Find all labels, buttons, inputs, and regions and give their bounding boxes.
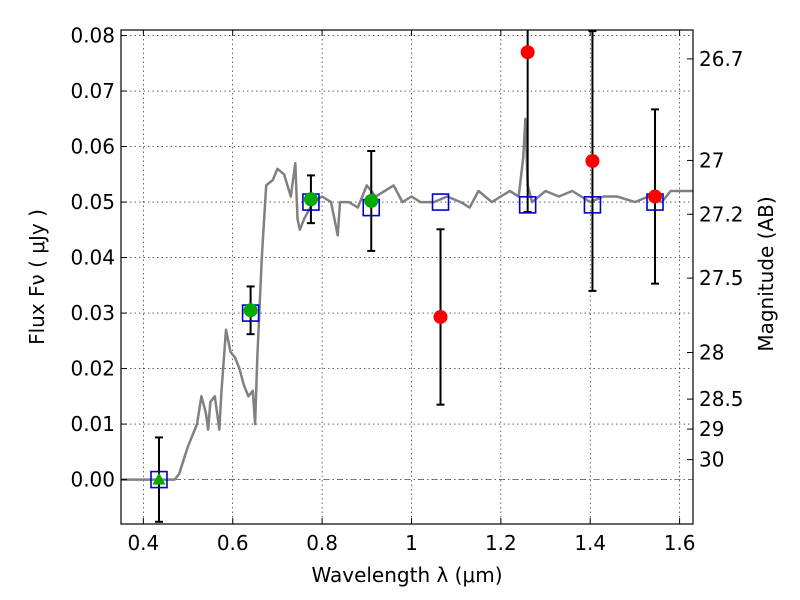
y-tick-label: 0.03 [70, 301, 115, 325]
detection-point [243, 303, 258, 318]
grid [121, 30, 693, 524]
x-tick-label: 1.2 [485, 531, 517, 555]
model-band-square [518, 196, 537, 214]
axis-labels: Wavelength λ (μm) Flux Fν ( μJy ) Magnit… [25, 196, 778, 587]
magnitude-tick-label: 26.7 [699, 47, 744, 71]
y-tick-label: 0.05 [70, 190, 115, 214]
y-tick-label: 0.08 [70, 24, 115, 48]
x-tick-label: 1 [405, 531, 418, 555]
magnitude-tick-label: 29 [699, 417, 724, 441]
y-tick-label: 0.00 [70, 468, 115, 492]
x-tick-label: 1.4 [574, 531, 606, 555]
magnitude-axis-label: Magnitude (AB) [754, 196, 778, 351]
data-markers [150, 30, 664, 523]
y-axis-label: Flux Fν ( μJy ) [25, 209, 49, 345]
detection-triangle [152, 472, 166, 485]
detection-point [648, 189, 663, 204]
y-tick-label: 0.02 [70, 357, 115, 381]
model-band-square [150, 470, 168, 489]
magnitude-tick-label: 28.5 [699, 387, 744, 411]
magnitude-tick-label: 27 [699, 148, 724, 172]
model-spectrum [121, 117, 693, 481]
plot-frame [120, 29, 694, 525]
model-band-square [583, 196, 602, 214]
y-tick-label: 0.07 [70, 79, 115, 103]
detection-point [364, 193, 379, 208]
model-band-square [431, 193, 450, 211]
detection-point [585, 153, 600, 168]
spectrum-line [121, 117, 693, 481]
axis-ticks: 0.4 0.6 0.8 1 1.2 1.4 1.6 0.00 0.01 0.02 0.03 0.04 0… [70, 24, 743, 555]
detection-point [433, 309, 448, 324]
x-axis-label: Wavelength λ (μm) [311, 563, 502, 587]
x-tick-label: 0.8 [306, 531, 338, 555]
x-tick-label: 0.4 [127, 531, 159, 555]
magnitude-tick-label: 27.5 [699, 266, 744, 290]
magnitude-tick-label: 27.2 [699, 202, 744, 226]
y-tick-label: 0.04 [70, 246, 115, 270]
magnitude-tick-label: 30 [699, 448, 724, 472]
x-tick-label: 1.6 [664, 531, 696, 555]
x-tick-label: 0.6 [217, 531, 249, 555]
magnitude-tick-label: 28 [699, 340, 724, 364]
detection-point [520, 45, 535, 60]
y-tick-label: 0.06 [70, 135, 115, 159]
detection-point [303, 192, 318, 207]
y-tick-label: 0.01 [70, 412, 115, 436]
